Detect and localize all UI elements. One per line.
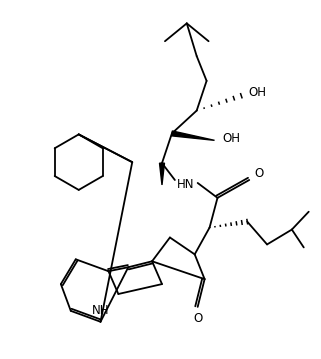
Text: OH: OH: [248, 86, 266, 99]
Text: OH: OH: [222, 132, 240, 145]
Text: O: O: [193, 312, 202, 325]
Polygon shape: [160, 163, 164, 185]
Polygon shape: [171, 131, 214, 140]
Text: O: O: [255, 167, 264, 180]
Text: HN: HN: [177, 178, 195, 191]
Text: NH: NH: [92, 304, 109, 317]
